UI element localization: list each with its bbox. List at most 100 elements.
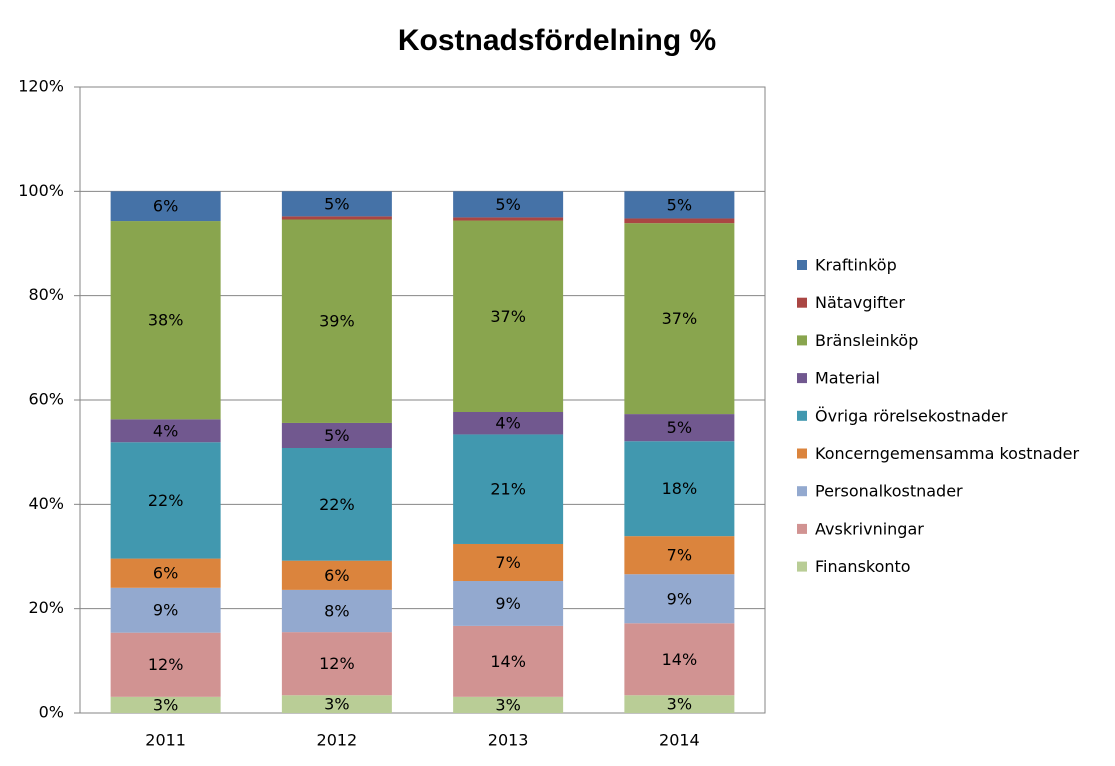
- chart-title: Kostnadsfördelning %: [398, 24, 716, 57]
- bar-segment: [624, 218, 735, 224]
- value-label: 5%: [324, 426, 349, 445]
- y-tick-label: 100%: [18, 181, 64, 200]
- value-label: 3%: [495, 695, 520, 714]
- bar-segment: [453, 434, 564, 544]
- value-label: 5%: [667, 195, 692, 214]
- legend-swatch: [797, 410, 807, 421]
- value-label: 37%: [490, 307, 526, 326]
- legend-label: Personalkostnader: [815, 482, 963, 501]
- bar-segment: [281, 219, 392, 423]
- value-label: 5%: [495, 195, 520, 214]
- bar-segment: [281, 422, 392, 448]
- value-label: 22%: [319, 495, 355, 514]
- legend-label: Nätavgifter: [815, 293, 905, 312]
- bar-segment: [281, 191, 392, 217]
- value-label: 38%: [148, 311, 184, 330]
- bar-segment: [453, 696, 564, 713]
- bar-segment: [453, 217, 564, 221]
- y-tick-label: 60%: [28, 390, 64, 409]
- bar-segment: [624, 191, 735, 219]
- value-label: 6%: [324, 566, 349, 585]
- legend-label: Koncerngemensamma kostnader: [815, 444, 1080, 463]
- legend-label: Bränsleinköp: [815, 331, 918, 350]
- y-tick-label: 40%: [28, 494, 64, 513]
- y-tick-label: 120%: [18, 77, 64, 96]
- legend-swatch: [797, 523, 807, 534]
- legend-swatch: [797, 561, 807, 572]
- value-label: 7%: [667, 546, 692, 565]
- value-label: 3%: [153, 695, 178, 714]
- value-label: 12%: [319, 654, 355, 673]
- value-label: 6%: [153, 564, 178, 583]
- bar-segment: [110, 442, 221, 559]
- bar-segment: [281, 589, 392, 633]
- value-label: 3%: [324, 695, 349, 714]
- value-label: 6%: [153, 197, 178, 216]
- legend-swatch: [797, 448, 807, 459]
- bar-segment: [110, 191, 221, 222]
- bar-segment: [624, 414, 735, 442]
- legend-swatch: [797, 373, 807, 384]
- value-label: 37%: [662, 309, 698, 328]
- plot-border: [79, 86, 766, 714]
- value-label: 9%: [495, 594, 520, 613]
- value-label: 5%: [324, 194, 349, 213]
- y-tick-label: 0%: [39, 703, 64, 722]
- legend-swatch: [797, 260, 807, 270]
- value-label: 12%: [148, 655, 184, 674]
- bar-segment: [453, 411, 564, 435]
- value-label: 4%: [495, 414, 520, 433]
- x-tick-label: 2014: [659, 731, 700, 750]
- x-tick-label: 2012: [317, 731, 358, 750]
- legend-swatch: [797, 486, 807, 497]
- bar-segment: [281, 216, 392, 220]
- value-label: 22%: [148, 491, 184, 510]
- x-tick-label: 2013: [488, 731, 529, 750]
- value-label: 8%: [324, 602, 349, 621]
- bar-segment: [110, 632, 221, 697]
- y-tick-label: 20%: [28, 598, 64, 617]
- legend-label: Avskrivningar: [815, 519, 924, 538]
- y-tick-label: 80%: [28, 285, 64, 304]
- bar-segment: [281, 632, 392, 696]
- legend-label: Övriga rörelsekostnader: [815, 406, 1008, 425]
- value-label: 14%: [662, 650, 698, 669]
- x-tick-label: 2011: [145, 731, 186, 750]
- bar-segment: [624, 623, 735, 696]
- bar-segment: [624, 695, 735, 713]
- bar-segment: [281, 447, 392, 561]
- bar-segment: [281, 695, 392, 713]
- bar-segment: [624, 574, 735, 624]
- value-label: 14%: [490, 652, 526, 671]
- value-label: 3%: [667, 695, 692, 714]
- bar-segment: [624, 536, 735, 575]
- legend-swatch: [797, 297, 807, 308]
- bar-segment: [453, 581, 564, 626]
- bar-segment: [110, 558, 221, 588]
- legend-label: Kraftinköp: [815, 256, 897, 275]
- value-label: 7%: [495, 553, 520, 572]
- bar-segment: [453, 220, 564, 412]
- value-label: 9%: [667, 589, 692, 608]
- bar-segment: [110, 696, 221, 713]
- bar-segment: [110, 587, 221, 633]
- legend-label: Material: [815, 369, 880, 388]
- legend-label: Finanskonto: [815, 557, 911, 576]
- bar-segment: [624, 441, 735, 537]
- legend-swatch: [797, 335, 807, 346]
- value-label: 18%: [662, 479, 698, 498]
- bar-segment: [453, 625, 564, 697]
- bar-segment: [453, 543, 564, 582]
- bar-segment: [624, 223, 735, 415]
- bar-segment: [453, 191, 564, 218]
- value-label: 4%: [153, 421, 178, 440]
- bar-segment: [110, 221, 221, 420]
- value-label: 5%: [667, 418, 692, 437]
- bar-segment: [110, 419, 221, 443]
- value-label: 21%: [490, 480, 526, 499]
- value-label: 9%: [153, 601, 178, 620]
- value-label: 39%: [319, 312, 355, 331]
- bar-segment: [281, 560, 392, 590]
